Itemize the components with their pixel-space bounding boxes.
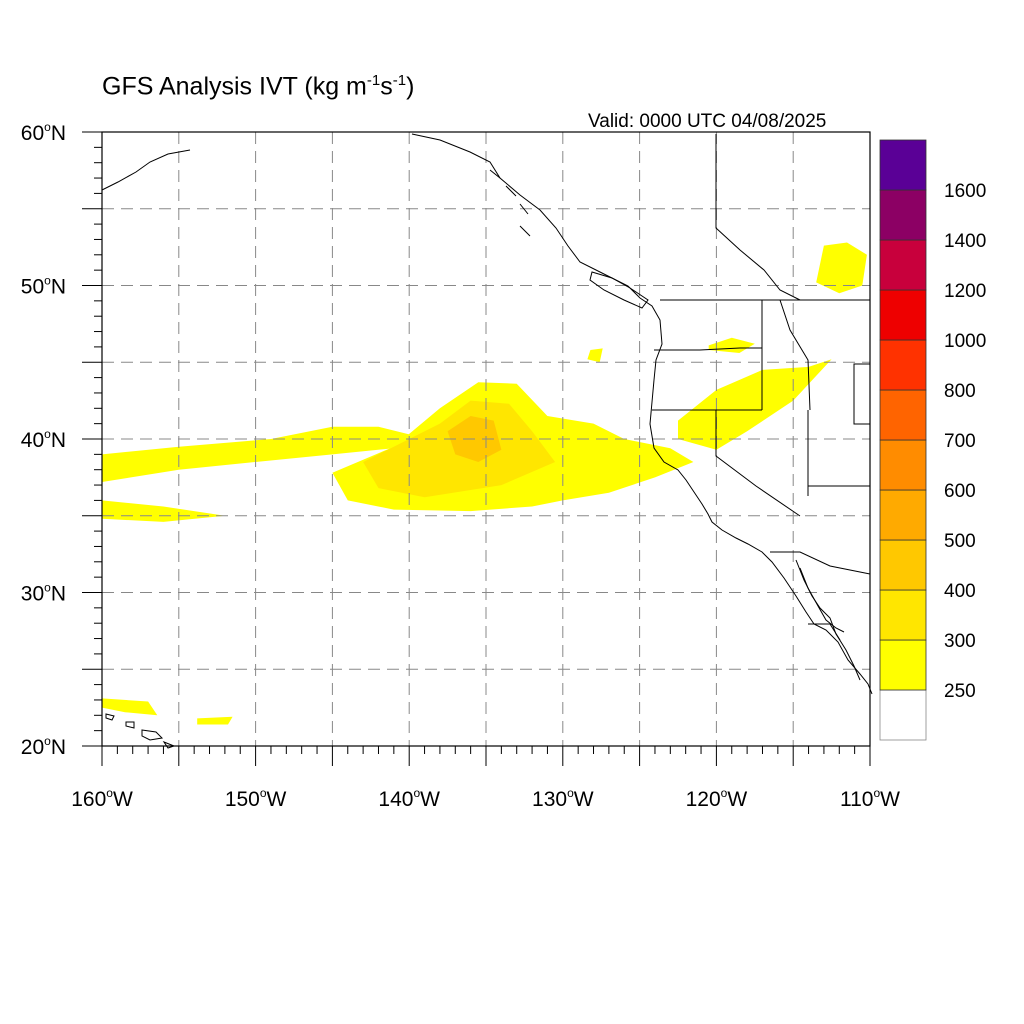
idaho-border: [761, 299, 811, 411]
lat-label: 40oN: [21, 427, 66, 452]
lat-label: 50oN: [21, 274, 66, 299]
gridlines-layer: [102, 132, 870, 746]
lat-label: 60oN: [21, 120, 66, 145]
longitude-labels: 160oW 150oW 140oW 130oW 120oW 110oW: [71, 786, 900, 811]
lon-label: 110oW: [840, 786, 900, 811]
title-exponent-1: -1: [366, 72, 381, 89]
ivt-region-7: [708, 337, 755, 353]
colorbar-swatch: [879, 589, 927, 641]
ivt-region-1: [102, 500, 225, 522]
lon-label: 140oW: [378, 786, 440, 811]
colorbar-label: 1200: [944, 281, 986, 302]
colorbar-swatch: [879, 489, 927, 541]
colorbar: [879, 139, 927, 741]
colorbar-label: 300: [944, 631, 976, 652]
colorbar-swatch: [879, 339, 927, 391]
title-main: GFS Analysis IVT (kg m: [102, 72, 367, 101]
colorbar-label: 1000: [944, 331, 986, 352]
colorbar-label: 1400: [944, 231, 986, 252]
coastlines: [101, 133, 873, 749]
colorbar-swatch: [879, 189, 927, 241]
ivt-region-10: [197, 716, 233, 725]
ivt-region-8: [587, 348, 603, 363]
baja-california-coastline: [795, 559, 861, 681]
title-mid: s: [380, 72, 393, 101]
map-title: GFS Analysis IVT (kg m-1s-1): [102, 72, 414, 101]
lon-label: 160oW: [71, 786, 133, 811]
vancouver-island-coastline: [589, 271, 649, 309]
colorbar-swatch: [879, 389, 927, 441]
bc-alberta-border: [715, 134, 801, 301]
colorbar-labels: 250 300 400 500 600 700 800 1000 1200 1400 1600: [944, 181, 986, 702]
hawaii-islands: [105, 713, 176, 749]
colorbar-label: 250: [944, 681, 976, 702]
colorbar-swatch: [879, 639, 927, 691]
us-mexico-border: [770, 551, 871, 575]
colorbar-swatch: [879, 539, 927, 591]
ivt-region-9: [102, 698, 158, 716]
colorbar-swatch: [879, 439, 927, 491]
ivt-region-6: [816, 242, 867, 294]
colorbar-label: 600: [944, 481, 976, 502]
colorbar-label: 500: [944, 531, 976, 552]
latitude-labels: 60oN 50oN 40oN 30oN 20oN: [21, 120, 66, 759]
colorbar-label: 800: [944, 381, 976, 402]
ivt-shading-layer: [102, 242, 867, 725]
lon-label: 130oW: [532, 786, 594, 811]
colorbar-swatch: [879, 689, 927, 741]
colorbar-swatch: [879, 239, 927, 291]
oregon-washington-border: [654, 347, 762, 351]
north-america-coastline: [411, 133, 873, 695]
colorbar-swatch: [879, 289, 927, 341]
lon-label: 120oW: [686, 786, 748, 811]
gulf-of-california-coastline: [799, 567, 845, 633]
nevada-border: [715, 410, 801, 517]
alaska-panhandle-islands: [489, 169, 531, 237]
mexico-state-border: [808, 623, 841, 641]
title-end: ): [406, 72, 415, 101]
tick-marks: [82, 131, 871, 766]
title-exponent-2: -1: [392, 72, 407, 89]
colorbar-label: 700: [944, 431, 976, 452]
valid-time: Valid: 0000 UTC 04/08/2025: [588, 111, 827, 132]
alaska-coastline: [101, 149, 191, 191]
colorbar-label: 1600: [944, 181, 986, 202]
lat-label: 20oN: [21, 734, 66, 759]
colorbar-swatch: [879, 139, 927, 191]
lon-label: 150oW: [225, 786, 287, 811]
lat-label: 30oN: [21, 581, 66, 606]
colorbar-label: 400: [944, 581, 976, 602]
wyoming-border: [853, 363, 871, 425]
